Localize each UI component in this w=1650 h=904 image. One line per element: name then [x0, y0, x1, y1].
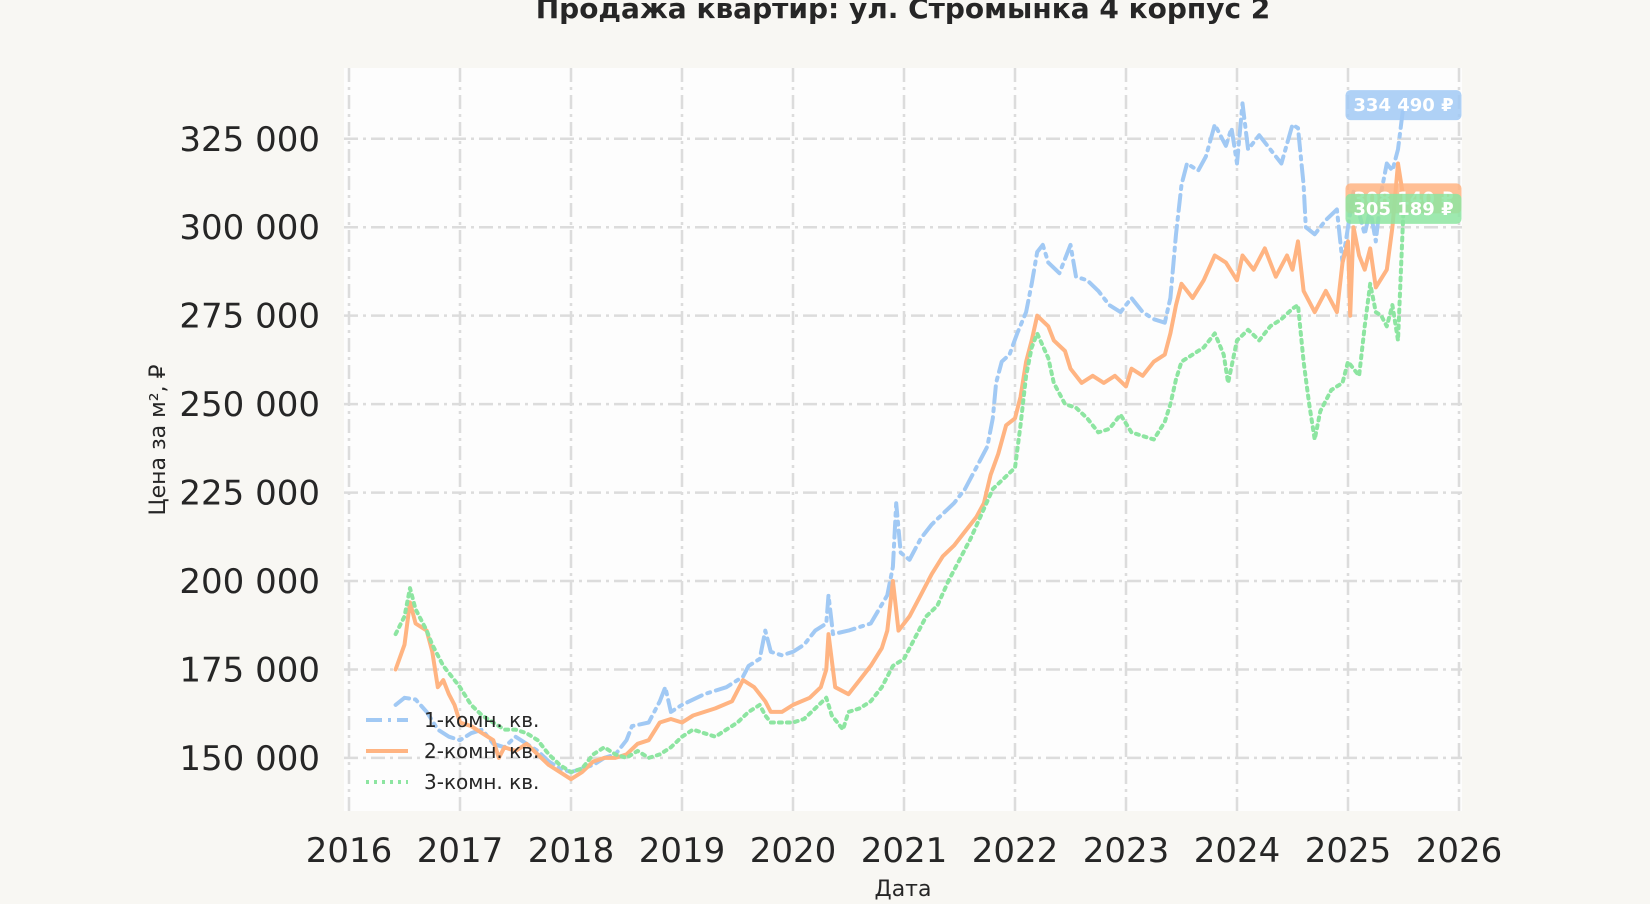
end-labels: 334 490 ₽308 140 ₽305 189 ₽ — [1345, 90, 1462, 224]
legend: 1-комн. кв. 2-комн. кв. 3-комн. кв. — [366, 708, 539, 794]
legend-label-2: 2-комн. кв. — [424, 739, 539, 763]
y-tick-label: 225 000 — [179, 474, 320, 514]
legend-label-1: 1-комн. кв. — [424, 708, 539, 732]
x-tick-label: 2023 — [1083, 831, 1170, 871]
x-tick-label: 2017 — [417, 831, 504, 871]
x-tick-labels: 2016 2017 2018 2019 2020 2021 2022 2023 2024 2025… — [306, 831, 1503, 871]
y-tick-label: 250 000 — [179, 385, 320, 425]
y-tick-label: 300 000 — [179, 208, 320, 248]
end-value-label-3: 305 189 ₽ — [1345, 193, 1462, 224]
x-axis-label: Дата — [875, 877, 932, 900]
y-tick-label: 200 000 — [179, 562, 320, 602]
x-tick-label: 2016 — [306, 831, 393, 871]
x-tick-label: 2026 — [1416, 831, 1503, 871]
x-tick-label: 2020 — [750, 831, 837, 871]
x-tick-label: 2022 — [972, 831, 1059, 871]
y-tick-label: 175 000 — [179, 650, 320, 690]
legend-label-3: 3-комн. кв. — [424, 770, 539, 794]
x-tick-label: 2025 — [1305, 831, 1392, 871]
grid — [344, 68, 1462, 811]
series-layer — [393, 101, 1406, 782]
y-tick-label: 275 000 — [179, 297, 320, 337]
chart-title: Продажа квартир: ул. Стромынка 4 корпус … — [536, 0, 1271, 25]
series-line-2 — [393, 161, 1406, 782]
y-tick-label: 325 000 — [179, 120, 320, 160]
y-tick-labels: 150 000 175 000 200 000 225 000 250 000 275 0… — [179, 120, 320, 779]
y-axis-label: Цена за м², ₽ — [146, 364, 171, 515]
svg-text:305 189 ₽: 305 189 ₽ — [1353, 199, 1453, 220]
x-tick-label: 2024 — [1194, 831, 1281, 871]
y-tick-label: 150 000 — [179, 739, 320, 779]
x-tick-label: 2021 — [861, 831, 948, 871]
svg-text:334 490 ₽: 334 490 ₽ — [1353, 95, 1453, 116]
x-tick-label: 2018 — [528, 831, 615, 871]
x-tick-label: 2019 — [639, 831, 726, 871]
series-line-3 — [393, 206, 1406, 775]
end-value-label-1: 334 490 ₽ — [1345, 90, 1462, 121]
